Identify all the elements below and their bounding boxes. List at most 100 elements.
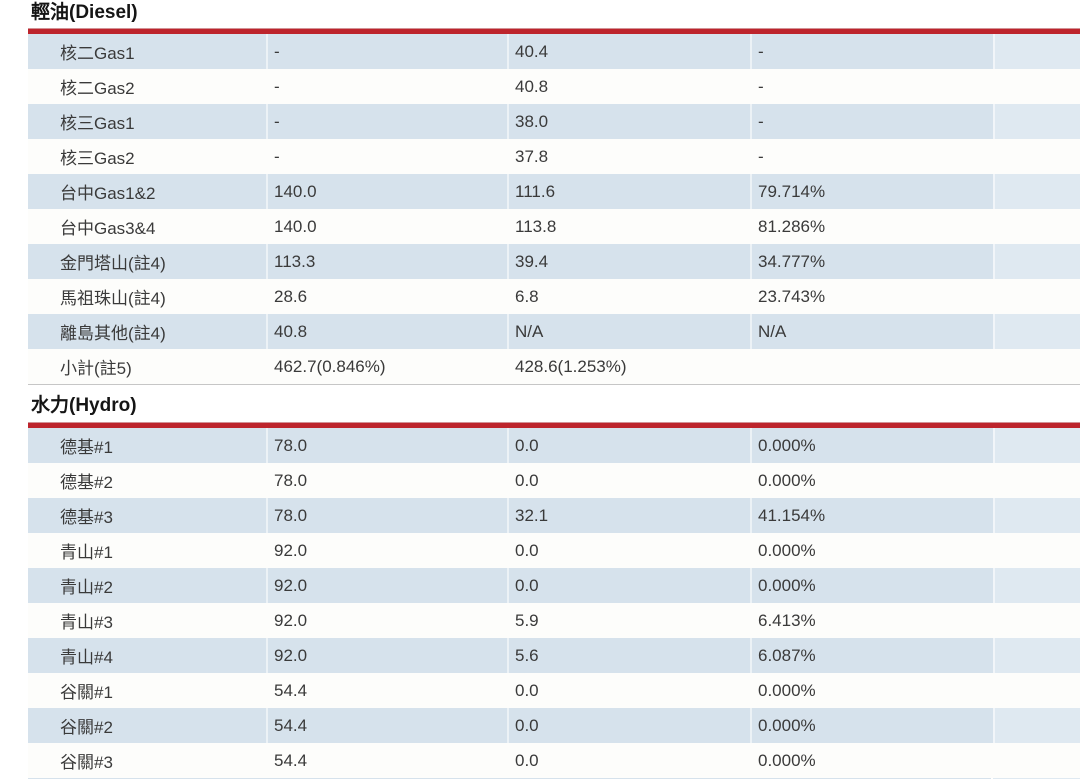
table-area: 輕油(Diesel) 核二Gas1 - 40.4 - 核二Gas2 - 40.8… [28, 0, 1080, 779]
spacer-cell [993, 209, 1080, 244]
section-title-hydro: 水力(Hydro) [31, 395, 137, 416]
unit-name-cell: 青山#4 [28, 638, 266, 673]
generation-cell: 0.0 [507, 673, 750, 708]
ratio-cell: 0.000% [750, 673, 993, 708]
capacity-cell: 78.0 [266, 428, 507, 463]
spacer-cell [993, 498, 1080, 533]
table-row: 青山#4 92.0 5.6 6.087% [28, 638, 1080, 673]
table-row: 谷關#1 54.4 0.0 0.000% [28, 673, 1080, 708]
unit-name-cell: 德基#2 [28, 463, 266, 498]
section-title-diesel: 輕油(Diesel) [31, 2, 138, 23]
generation-cell: 32.1 [507, 498, 750, 533]
table-row: 馬祖珠山(註4) 28.6 6.8 23.743% [28, 279, 1080, 314]
capacity-cell: 54.4 [266, 743, 507, 778]
capacity-cell: 78.0 [266, 463, 507, 498]
ratio-cell: 6.413% [750, 603, 993, 638]
capacity-cell: 462.7(0.846%) [266, 349, 507, 384]
generation-cell: 40.8 [507, 69, 750, 104]
capacity-cell: 92.0 [266, 533, 507, 568]
table-row: 台中Gas1&2 140.0 111.6 79.714% [28, 174, 1080, 209]
spacer-cell [993, 279, 1080, 314]
ratio-cell: 41.154% [750, 498, 993, 533]
ratio-cell: - [750, 34, 993, 69]
generation-cell: 39.4 [507, 244, 750, 279]
hydro-table: 德基#1 78.0 0.0 0.000% 德基#2 78.0 0.0 0.000… [28, 428, 1080, 778]
generation-cell: 0.0 [507, 708, 750, 743]
ratio-cell: 79.714% [750, 174, 993, 209]
ratio-cell: 0.000% [750, 743, 993, 778]
generation-cell: 113.8 [507, 209, 750, 244]
table-row: 青山#1 92.0 0.0 0.000% [28, 533, 1080, 568]
spacer-cell [993, 314, 1080, 349]
generation-cell: 0.0 [507, 533, 750, 568]
unit-name-cell: 青山#3 [28, 603, 266, 638]
table-row: 離島其他(註4) 40.8 N/A N/A [28, 314, 1080, 349]
section-underline-hydro [28, 422, 1080, 428]
spacer-cell [993, 174, 1080, 209]
section-hydro: 水力(Hydro) 德基#1 78.0 0.0 0.000% 德基#2 78.0… [28, 385, 1080, 779]
spacer-cell [993, 349, 1080, 384]
diesel-table: 核二Gas1 - 40.4 - 核二Gas2 - 40.8 - 核三Gas1 -… [28, 34, 1080, 384]
unit-name-cell: 核二Gas2 [28, 69, 266, 104]
ratio-cell: 34.777% [750, 244, 993, 279]
spacer-cell [993, 533, 1080, 568]
ratio-cell: - [750, 104, 993, 139]
spacer-cell [993, 568, 1080, 603]
generation-cell: 0.0 [507, 428, 750, 463]
section-divider [28, 384, 1080, 385]
ratio-cell: 81.286% [750, 209, 993, 244]
capacity-cell: - [266, 104, 507, 139]
ratio-cell [750, 349, 993, 384]
generation-cell: 40.4 [507, 34, 750, 69]
capacity-cell: 92.0 [266, 603, 507, 638]
capacity-cell: 54.4 [266, 708, 507, 743]
generation-cell: 38.0 [507, 104, 750, 139]
ratio-cell: 0.000% [750, 533, 993, 568]
table-row: 核二Gas1 - 40.4 - [28, 34, 1080, 69]
capacity-cell: 54.4 [266, 673, 507, 708]
generation-cell: N/A [507, 314, 750, 349]
table-row: 德基#1 78.0 0.0 0.000% [28, 428, 1080, 463]
capacity-cell: 92.0 [266, 568, 507, 603]
capacity-cell: - [266, 69, 507, 104]
generation-cell: 37.8 [507, 139, 750, 174]
ratio-cell: 0.000% [750, 708, 993, 743]
generation-cell: 0.0 [507, 463, 750, 498]
spacer-cell [993, 708, 1080, 743]
unit-name-cell: 台中Gas3&4 [28, 209, 266, 244]
unit-name-cell: 核三Gas1 [28, 104, 266, 139]
generation-cell: 6.8 [507, 279, 750, 314]
spacer-cell [993, 428, 1080, 463]
table-row: 小計(註5) 462.7(0.846%) 428.6(1.253%) [28, 349, 1080, 384]
capacity-cell: 40.8 [266, 314, 507, 349]
spacer-cell [993, 673, 1080, 708]
spacer-cell [993, 69, 1080, 104]
spacer-cell [993, 463, 1080, 498]
ratio-cell: 0.000% [750, 428, 993, 463]
generation-cell: 428.6(1.253%) [507, 349, 750, 384]
unit-name-cell: 核三Gas2 [28, 139, 266, 174]
capacity-cell: 28.6 [266, 279, 507, 314]
capacity-cell: - [266, 34, 507, 69]
table-row: 谷關#2 54.4 0.0 0.000% [28, 708, 1080, 743]
table-row: 德基#3 78.0 32.1 41.154% [28, 498, 1080, 533]
generation-cell: 111.6 [507, 174, 750, 209]
unit-name-cell: 馬祖珠山(註4) [28, 279, 266, 314]
table-row: 德基#2 78.0 0.0 0.000% [28, 463, 1080, 498]
generation-cell: 0.0 [507, 568, 750, 603]
generation-cell: 5.9 [507, 603, 750, 638]
table-row: 金門塔山(註4) 113.3 39.4 34.777% [28, 244, 1080, 279]
unit-name-cell: 谷關#2 [28, 708, 266, 743]
capacity-cell: 140.0 [266, 174, 507, 209]
unit-name-cell: 德基#1 [28, 428, 266, 463]
unit-name-cell: 台中Gas1&2 [28, 174, 266, 209]
capacity-cell: 78.0 [266, 498, 507, 533]
ratio-cell: - [750, 69, 993, 104]
section-underline-diesel [28, 28, 1080, 34]
generation-cell: 0.0 [507, 743, 750, 778]
spacer-cell [993, 743, 1080, 778]
ratio-cell: N/A [750, 314, 993, 349]
unit-name-cell: 谷關#3 [28, 743, 266, 778]
unit-name-cell: 小計(註5) [28, 349, 266, 384]
